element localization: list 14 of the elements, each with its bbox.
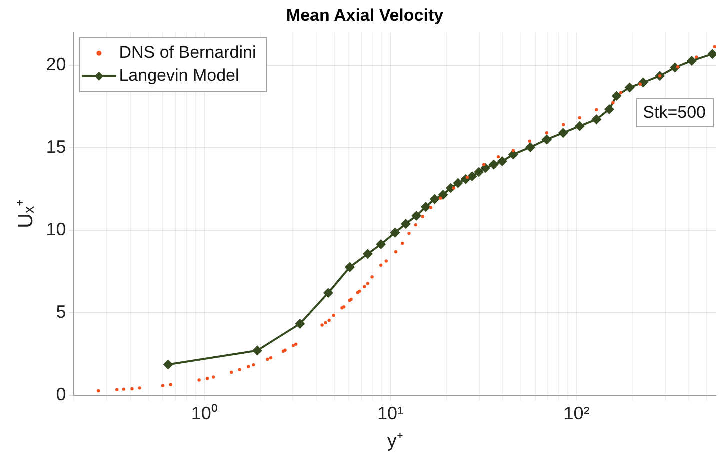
y-tick-label: 20	[46, 54, 66, 74]
legend-label: DNS of Bernardini	[119, 43, 256, 62]
y-tick-label: 5	[56, 302, 66, 322]
y-tick-label: 10	[46, 219, 66, 240]
y-tick-label: 0	[56, 384, 66, 405]
annotation: Stk=500	[643, 103, 706, 122]
y-tick-label: 15	[46, 136, 66, 157]
x-tick-label: 10⁰	[191, 403, 218, 424]
x-axis-title: y⁺	[387, 430, 403, 452]
x-tick-label: 10²	[564, 403, 590, 424]
y-axis-title: Uₓ⁺	[14, 199, 38, 229]
x-tick-label: 10¹	[378, 403, 404, 424]
chart-title: Mean Axial Velocity	[286, 6, 444, 25]
legend-label: Langevin Model	[119, 66, 240, 86]
